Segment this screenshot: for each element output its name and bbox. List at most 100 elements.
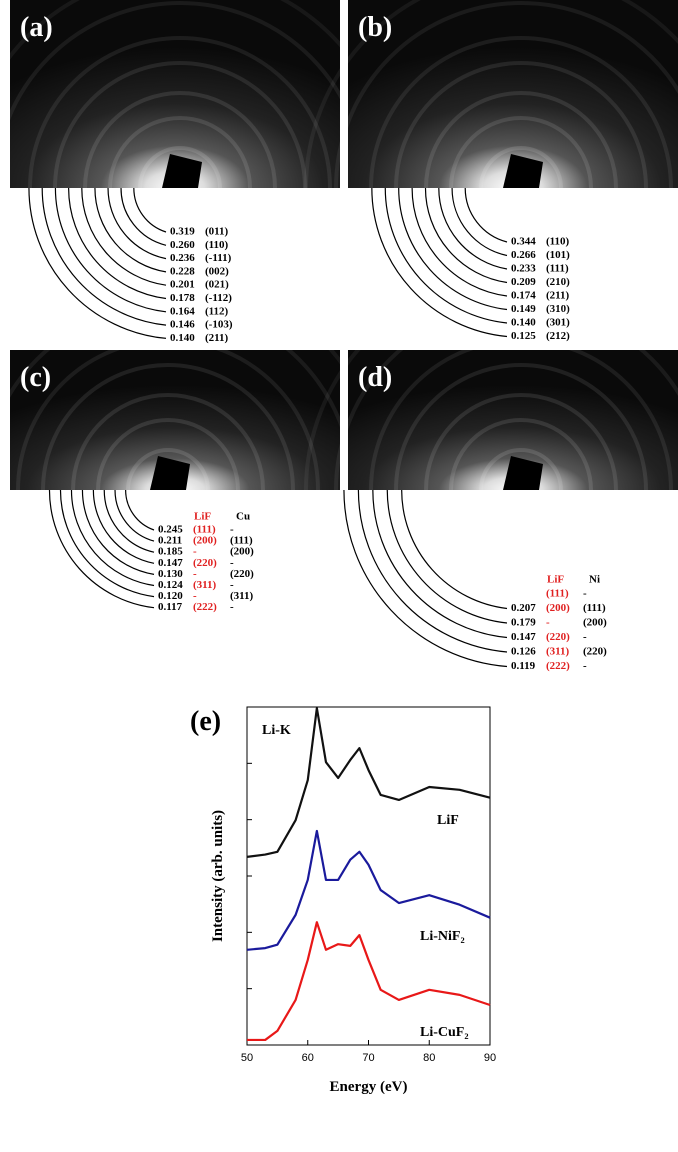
d-spacing: 0.126 bbox=[511, 646, 536, 658]
d-spacing: 0.120 bbox=[158, 590, 183, 602]
hkl: (310) bbox=[546, 303, 570, 315]
x-tick-label: 80 bbox=[423, 1052, 435, 1064]
d-spacing: 0.130 bbox=[158, 568, 183, 580]
panel-label: (d) bbox=[358, 362, 392, 393]
ring-arc bbox=[398, 187, 508, 311]
d-spacing: 0.125 bbox=[511, 330, 536, 342]
panel: (d)LiF Ni(111) -0.207 (200) (111)0.179- (200)… bbox=[304, 273, 678, 707]
ring-arc bbox=[411, 187, 508, 297]
x-tick-label: 50 bbox=[241, 1052, 253, 1064]
panel-label: (c) bbox=[20, 362, 51, 393]
ring-arc bbox=[464, 187, 508, 243]
d-spacing: 0.149 bbox=[511, 303, 536, 315]
d-spacing: 0.146 bbox=[170, 319, 195, 331]
hkl: (-103) bbox=[205, 319, 233, 331]
d-spacing: 0.140 bbox=[511, 317, 536, 329]
hkl: (021) bbox=[205, 279, 229, 291]
diffraction-ring bbox=[138, 146, 222, 230]
d-spacing: 0.140 bbox=[170, 332, 195, 344]
ring-arc bbox=[114, 489, 155, 542]
beam-stop bbox=[150, 456, 190, 490]
ring-arc bbox=[70, 489, 155, 587]
metal-hkl: - bbox=[583, 660, 587, 672]
d-spacing: 0.117 bbox=[158, 601, 183, 613]
beam-stop bbox=[162, 154, 202, 188]
spectrum-line bbox=[247, 921, 491, 1042]
ring-arc bbox=[343, 489, 508, 668]
hkl: (112) bbox=[205, 305, 229, 317]
annotation: Li-K bbox=[262, 723, 291, 738]
column-header: Cu bbox=[236, 511, 250, 523]
ring-arc bbox=[120, 187, 167, 246]
d-spacing: 0.228 bbox=[170, 265, 195, 277]
d-spacing: 0.260 bbox=[170, 239, 195, 251]
d-spacing: 0.201 bbox=[170, 279, 195, 291]
lif-hkl: (220) bbox=[193, 557, 217, 569]
d-spacing: 0.211 bbox=[158, 535, 182, 547]
d-spacing: 0.266 bbox=[511, 249, 536, 261]
diffraction-ring bbox=[71, 393, 265, 587]
metal-hkl: - bbox=[230, 601, 234, 613]
d-spacing: 0.178 bbox=[170, 292, 195, 304]
d-spacing: 0.233 bbox=[511, 263, 536, 275]
lif-hkl: (200) bbox=[546, 602, 570, 614]
hkl: (-112) bbox=[205, 292, 232, 304]
diffraction-ring bbox=[479, 448, 563, 532]
ring-arc bbox=[68, 187, 167, 300]
lif-hkl: (200) bbox=[193, 535, 217, 547]
hkl: (301) bbox=[546, 317, 570, 329]
diffraction-ring bbox=[479, 146, 563, 230]
panel: (b) 0.344 (110) 0.266 (101) 0.233 (111) 0.209 (2… bbox=[304, 0, 678, 405]
d-spacing: 0.164 bbox=[170, 305, 195, 317]
ring-arc bbox=[81, 489, 155, 575]
ring-arc bbox=[438, 187, 508, 270]
column-header: LiF bbox=[194, 511, 211, 523]
column-header: Ni bbox=[589, 574, 600, 586]
spectrum-line bbox=[246, 829, 491, 951]
ring-arc bbox=[386, 489, 508, 624]
d-spacing: 0.174 bbox=[511, 290, 536, 302]
lif-hkl: (311) bbox=[193, 579, 217, 591]
hkl: (-111) bbox=[205, 252, 232, 264]
diffraction-ring bbox=[334, 303, 678, 677]
lif-hkl: (222) bbox=[193, 601, 217, 613]
metal-hkl: (111) bbox=[230, 535, 253, 547]
lif-hkl: (220) bbox=[546, 631, 570, 643]
series-label: LiF bbox=[437, 813, 459, 828]
diffraction-ring bbox=[96, 418, 240, 562]
ring-arc bbox=[372, 489, 508, 639]
diffraction-ring bbox=[394, 61, 648, 315]
column-header: LiF bbox=[547, 574, 564, 586]
ring-arc bbox=[401, 489, 508, 610]
x-tick-label: 70 bbox=[362, 1052, 374, 1064]
metal-hkl: - bbox=[583, 588, 587, 600]
hkl: (002) bbox=[205, 265, 229, 277]
diffraction-ring bbox=[369, 338, 673, 642]
beam-stop bbox=[503, 456, 543, 490]
lif-hkl: (222) bbox=[546, 660, 570, 672]
metal-hkl: - bbox=[583, 631, 587, 643]
metal-hkl: (200) bbox=[583, 617, 607, 629]
ring-arc bbox=[54, 187, 167, 313]
diffraction-ring bbox=[83, 91, 277, 285]
y-axis-label: Intensity (arb. units) bbox=[210, 810, 226, 942]
panel-label: (e) bbox=[190, 706, 221, 737]
d-spacing: 0.119 bbox=[511, 660, 536, 672]
lif-hkl: (311) bbox=[546, 646, 570, 658]
d-spacing: 0.185 bbox=[158, 546, 183, 558]
diffraction-ring bbox=[369, 36, 673, 340]
d-spacing: 0.209 bbox=[511, 276, 536, 288]
diffraction-ring bbox=[28, 36, 332, 340]
d-spacing: 0.147 bbox=[511, 631, 536, 643]
metal-hkl: (220) bbox=[230, 568, 254, 580]
ring-arc bbox=[107, 187, 167, 260]
ring-arc bbox=[451, 187, 508, 257]
metal-hkl: - bbox=[230, 524, 234, 536]
metal-hkl: (311) bbox=[230, 590, 254, 602]
d-spacing: 0.124 bbox=[158, 579, 183, 591]
d-spacing: 0.245 bbox=[158, 524, 183, 536]
hkl: (110) bbox=[546, 236, 570, 248]
panel-label: (a) bbox=[20, 12, 53, 43]
lif-hkl: - bbox=[193, 568, 197, 580]
d-spacing: 0.147 bbox=[158, 557, 183, 569]
